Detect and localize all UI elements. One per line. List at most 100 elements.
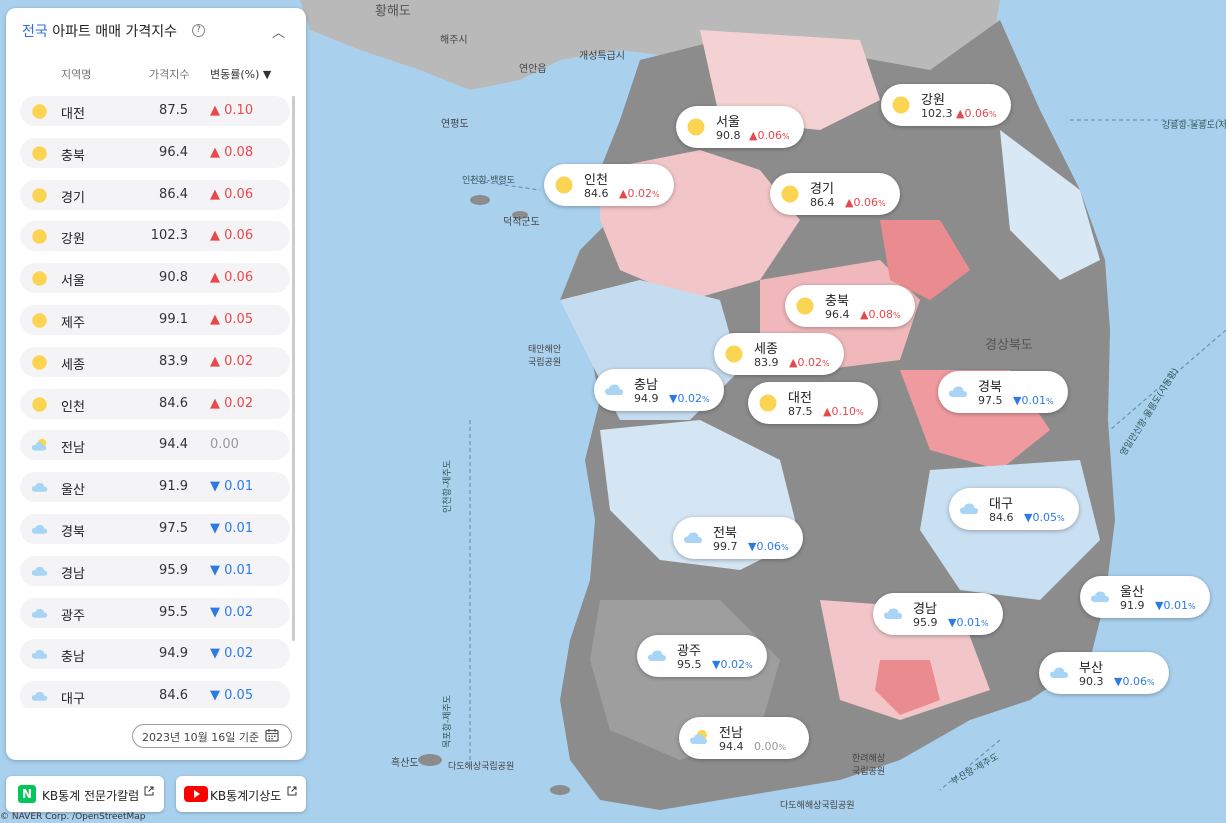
price-index-value: 96.4 xyxy=(159,144,188,160)
map-marker-3[interactable]: 경기 86.4 ▲0.06% xyxy=(770,173,900,215)
region-name: 충북 xyxy=(61,148,85,164)
sun-icon xyxy=(31,187,48,204)
list-item-9[interactable]: 울산 91.9 ▼ 0.01 xyxy=(20,472,290,503)
partly-cloudy-icon xyxy=(31,437,48,454)
list-item-14[interactable]: 대구 84.6 ▼ 0.05 xyxy=(20,681,290,708)
list-scrollbar[interactable] xyxy=(292,96,295,641)
change-arrow-icon: ▲ xyxy=(210,312,220,327)
change-arrow-icon: ▼ xyxy=(210,562,220,578)
price-index-value: 94.4 xyxy=(159,437,188,453)
header-index: 가격지수 xyxy=(149,68,190,81)
help-icon[interactable]: ? xyxy=(192,24,205,37)
region-scope-link[interactable]: 전국 xyxy=(22,24,48,40)
region-name: 서울 xyxy=(61,274,85,290)
change-rate: ▼ 0.01 xyxy=(210,479,254,495)
map-marker-0[interactable]: 강원 102.3 ▲0.06% xyxy=(881,84,1011,126)
list-item-6[interactable]: 세종 83.9 ▲ 0.02 xyxy=(20,346,290,377)
map-marker-5[interactable]: 세종 83.9 ▲0.02% xyxy=(714,333,844,375)
map-marker-8[interactable]: 경북 97.5 ▼0.01% xyxy=(938,371,1068,413)
list-item-13[interactable]: 충남 94.9 ▼ 0.02 xyxy=(20,639,290,670)
change-arrow-icon: ▼ xyxy=(669,392,678,405)
change-arrow-icon: ▼ xyxy=(948,616,957,629)
list-item-12[interactable]: 광주 95.5 ▼ 0.02 xyxy=(20,597,290,628)
map-marker-2[interactable]: 인천 84.6 ▲0.02% xyxy=(544,164,674,206)
marker-region: 부산 xyxy=(1079,661,1103,676)
cloud-icon xyxy=(31,479,48,496)
list-item-0[interactable]: 대전 87.5 ▲ 0.10 xyxy=(20,96,290,126)
map-marker-6[interactable]: 충남 94.9 ▼0.02% xyxy=(594,369,724,411)
map-marker-13[interactable]: 광주 95.5 ▼0.02% xyxy=(637,635,767,677)
sun-icon xyxy=(31,354,48,371)
marker-index: 99.7 xyxy=(713,540,738,553)
list-item-11[interactable]: 경남 95.9 ▼ 0.01 xyxy=(20,555,290,586)
change-arrow-icon: ▼ xyxy=(712,658,721,671)
region-list[interactable]: 대전 87.5 ▲ 0.10 충북 96.4 ▲ 0.08 경기 86.4 ▲ 0.06 강원 10… xyxy=(20,96,290,708)
price-index-value: 95.9 xyxy=(159,562,188,578)
map-marker-12[interactable]: 경남 95.9 ▼0.01% xyxy=(873,593,1003,635)
region-name: 충남 xyxy=(61,650,85,666)
map-label-hallyeo: 한려해상 국립공원 xyxy=(852,754,886,777)
map-marker-14[interactable]: 부산 90.3 ▼0.06% xyxy=(1039,652,1169,694)
map-marker-4[interactable]: 충북 96.4 ▲0.08% xyxy=(785,285,915,327)
list-item-1[interactable]: 충북 96.4 ▲ 0.08 xyxy=(20,137,290,168)
marker-change: ▼0.01% xyxy=(1013,394,1054,407)
map-marker-7[interactable]: 대전 87.5 ▲0.10% xyxy=(748,382,878,424)
list-item-8[interactable]: 전남 94.4 0.00 xyxy=(20,430,290,461)
list-item-7[interactable]: 인천 84.6 ▲ 0.02 xyxy=(20,388,290,419)
marker-change: ▲0.06% xyxy=(845,196,886,209)
list-item-3[interactable]: 강원 102.3 ▲ 0.06 xyxy=(20,221,290,252)
change-arrow-icon: ▼ xyxy=(210,604,220,620)
change-arrow-icon: ▲ xyxy=(749,129,758,142)
map-marker-11[interactable]: 울산 91.9 ▼0.01% xyxy=(1080,576,1210,618)
weather-map-youtube-button[interactable]: KB통계기상도 xyxy=(176,776,306,812)
cloud-icon xyxy=(31,563,48,580)
price-index-value: 87.5 xyxy=(159,103,188,118)
sun-icon xyxy=(780,184,800,204)
change-arrow-icon: ▲ xyxy=(210,228,220,244)
price-index-value: 95.5 xyxy=(159,604,188,620)
marker-index: 94.4 xyxy=(719,740,744,753)
price-index-value: 102.3 xyxy=(150,228,188,244)
cloud-icon xyxy=(959,499,979,519)
marker-region: 전남 xyxy=(719,726,743,741)
map-label-dadohae: 다도해상국립공원 xyxy=(448,762,515,772)
marker-region: 대전 xyxy=(788,391,812,406)
marker-change: ▲0.02% xyxy=(789,356,830,369)
marker-change: ▲0.06% xyxy=(749,129,790,142)
marker-change: ▼0.01% xyxy=(1155,599,1196,612)
naver-logo-icon: N xyxy=(18,785,36,803)
change-arrow-icon: ▼ xyxy=(1155,599,1164,612)
change-rate: ▼ 0.01 xyxy=(210,562,254,578)
region-name: 제주 xyxy=(61,316,85,331)
expert-column-button[interactable]: N KB통계 전문가칼럼 xyxy=(6,776,164,812)
marker-region: 충북 xyxy=(825,294,849,309)
change-arrow-icon: ▼ xyxy=(210,521,220,536)
change-rate: ▼ 0.05 xyxy=(210,688,254,704)
map-marker-9[interactable]: 대구 84.6 ▼0.05% xyxy=(949,488,1079,530)
list-item-4[interactable]: 서울 90.8 ▲ 0.06 xyxy=(20,263,290,294)
collapse-chevron-icon[interactable]: ︿ xyxy=(272,26,286,41)
map-marker-1[interactable]: 서울 90.8 ▲0.06% xyxy=(676,106,804,148)
map-label-kaesong: 개성특급시 xyxy=(579,51,625,62)
sun-icon xyxy=(758,393,778,413)
map-label-heuksan: 흑산도 xyxy=(391,758,419,769)
list-item-2[interactable]: 경기 86.4 ▲ 0.06 xyxy=(20,179,290,210)
date-label: 2023년 10월 16일 기준 xyxy=(142,731,260,744)
change-rate: ▲ 0.08 xyxy=(210,144,254,160)
marker-index: 97.5 xyxy=(978,394,1003,407)
change-arrow-icon: ▲ xyxy=(210,186,220,202)
marker-index: 94.9 xyxy=(634,392,659,405)
list-item-10[interactable]: 경북 97.5 ▼ 0.01 xyxy=(20,514,290,544)
change-rate: ▲ 0.06 xyxy=(210,270,254,286)
marker-region: 서울 xyxy=(716,115,740,130)
panel-title: 전국 아파트 매매 가격지수 xyxy=(22,24,178,40)
map-marker-15[interactable]: 전남 94.4 0.00% xyxy=(679,717,809,759)
map-label-haeju: 해주시 xyxy=(440,35,468,46)
cloud-icon xyxy=(31,688,48,705)
price-index-panel: 전국 아파트 매매 가격지수 ? ︿ 지역명 가격지수 변동률(%) ▼ 대전 8… xyxy=(6,8,306,760)
header-change-sort[interactable]: 변동률(%) ▼ xyxy=(210,68,272,81)
list-item-5[interactable]: 제주 99.1 ▲ 0.05 xyxy=(20,305,290,335)
date-selector-button[interactable]: 2023년 10월 16일 기준 xyxy=(132,724,292,748)
change-arrow-icon: ▼ xyxy=(210,688,220,704)
map-marker-10[interactable]: 전북 99.7 ▼0.06% xyxy=(673,517,803,559)
